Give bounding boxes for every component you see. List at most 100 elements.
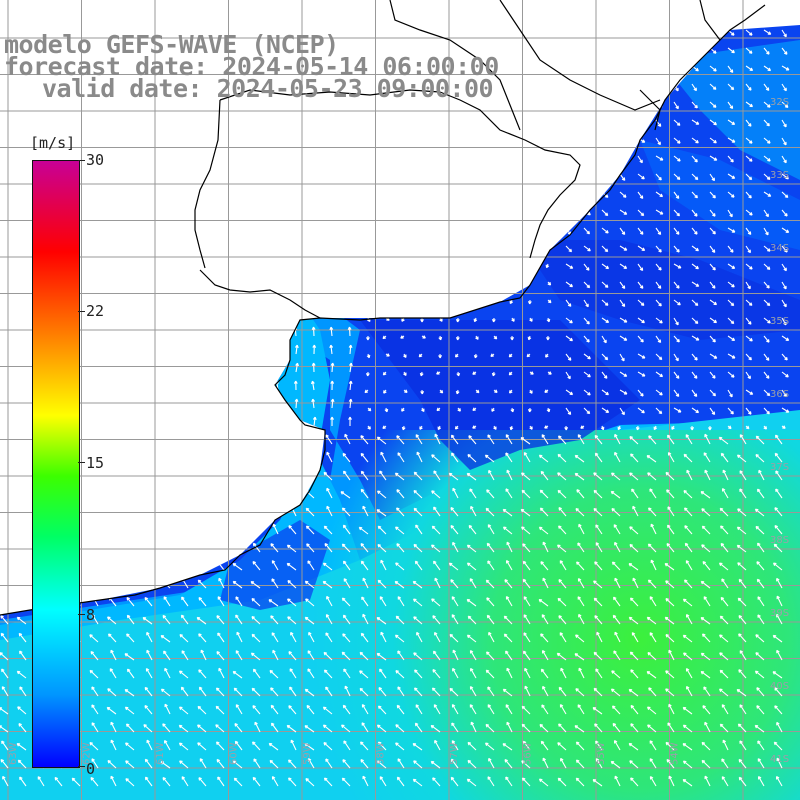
wind-arrow <box>583 335 590 343</box>
wind-arrow <box>252 668 261 679</box>
wind-arrow <box>420 155 425 161</box>
wind-arrow <box>682 743 693 751</box>
wind-arrow <box>25 362 29 373</box>
wind-arrow <box>691 353 698 361</box>
wind-arrow <box>178 491 189 499</box>
wind-arrow <box>234 740 243 751</box>
wind-arrow <box>521 705 531 715</box>
wind-arrow <box>647 543 657 553</box>
wind-arrow <box>17 579 27 589</box>
wind-arrow <box>308 631 315 643</box>
wind-arrow <box>199 488 207 499</box>
wind-arrow <box>781 47 788 55</box>
wind-arrow <box>287 580 297 589</box>
wind-arrow <box>575 507 585 517</box>
wind-arrow <box>673 227 680 235</box>
wind-arrow <box>700 652 711 661</box>
wind-arrow <box>433 470 441 481</box>
wind-arrow <box>239 290 244 301</box>
wind-arrow <box>637 299 645 306</box>
wind-arrow <box>178 472 189 481</box>
wind-arrow <box>378 687 387 697</box>
wind-arrow <box>223 254 227 265</box>
wind-arrow <box>466 598 477 607</box>
wind-arrow <box>360 452 369 463</box>
wind-arrow <box>473 317 478 323</box>
wind-arrow <box>763 209 769 218</box>
wind-arrow <box>289 452 297 463</box>
wind-arrow <box>558 723 567 733</box>
wind-arrow <box>691 299 699 307</box>
wind-arrow <box>144 705 153 715</box>
wind-arrow <box>491 263 495 268</box>
wind-arrow <box>361 722 369 733</box>
wind-arrow <box>258 25 262 31</box>
wind-arrow <box>124 706 135 715</box>
wind-arrow <box>20 505 27 517</box>
wind-arrow <box>565 317 573 324</box>
wind-arrow <box>745 317 752 325</box>
wind-arrow <box>506 721 513 733</box>
wind-arrow <box>541 704 549 715</box>
wind-arrow <box>763 335 770 343</box>
wind-arrow <box>635 425 640 431</box>
wind-arrow <box>275 128 280 139</box>
wind-arrow <box>691 209 698 217</box>
wind-arrow <box>474 173 479 179</box>
wind-arrow <box>486 489 495 499</box>
wind-arrow <box>421 281 426 286</box>
wind-arrow <box>763 281 770 289</box>
wind-arrow <box>673 101 679 110</box>
wind-arrow <box>0 652 9 661</box>
wind-arrow <box>583 371 591 378</box>
wind-arrow <box>509 83 514 89</box>
wind-arrow <box>727 173 736 179</box>
wind-arrow <box>164 739 171 751</box>
wind-arrow <box>362 775 369 787</box>
wind-arrow <box>614 631 621 643</box>
wind-arrow <box>130 308 135 319</box>
wind-arrow <box>466 634 477 643</box>
wind-arrow <box>781 209 788 217</box>
wind-arrow <box>737 723 747 733</box>
wind-arrow <box>324 542 333 553</box>
wind-arrow <box>691 317 699 325</box>
latitude-label: 41S <box>770 754 789 765</box>
wind-arrow <box>727 83 735 91</box>
wind-arrow <box>304 725 315 733</box>
wind-arrow <box>132 254 137 265</box>
wind-arrow <box>434 739 441 751</box>
wind-arrow <box>305 507 315 517</box>
wind-arrow <box>524 685 531 697</box>
wind-arrow <box>719 634 729 643</box>
wind-arrow <box>578 667 585 679</box>
wind-arrow <box>380 559 387 571</box>
wind-arrow <box>691 83 697 92</box>
wind-arrow <box>360 741 369 751</box>
wind-arrow <box>383 119 387 125</box>
wind-arrow <box>649 488 657 499</box>
wind-arrow <box>150 308 155 319</box>
wind-arrow <box>433 560 441 571</box>
wind-arrow <box>358 526 369 535</box>
wind-arrow <box>78 110 82 121</box>
wind-arrow <box>376 724 387 733</box>
wind-arrow <box>547 281 552 286</box>
wind-arrow <box>149 128 154 139</box>
wind-arrow <box>124 688 135 697</box>
wind-arrow <box>144 560 153 571</box>
wind-arrow <box>509 65 514 71</box>
wind-arrow <box>131 272 136 283</box>
wind-arrow <box>311 362 316 373</box>
wind-arrow <box>293 200 298 211</box>
wind-arrow <box>595 524 603 535</box>
wind-arrow <box>379 470 387 481</box>
wind-arrow <box>286 544 297 553</box>
wind-arrow <box>257 164 261 175</box>
wind-arrow <box>757 775 765 787</box>
wind-arrow <box>151 254 155 265</box>
wind-arrow <box>322 724 333 733</box>
wind-arrow <box>420 317 424 323</box>
wind-arrow <box>756 705 765 715</box>
